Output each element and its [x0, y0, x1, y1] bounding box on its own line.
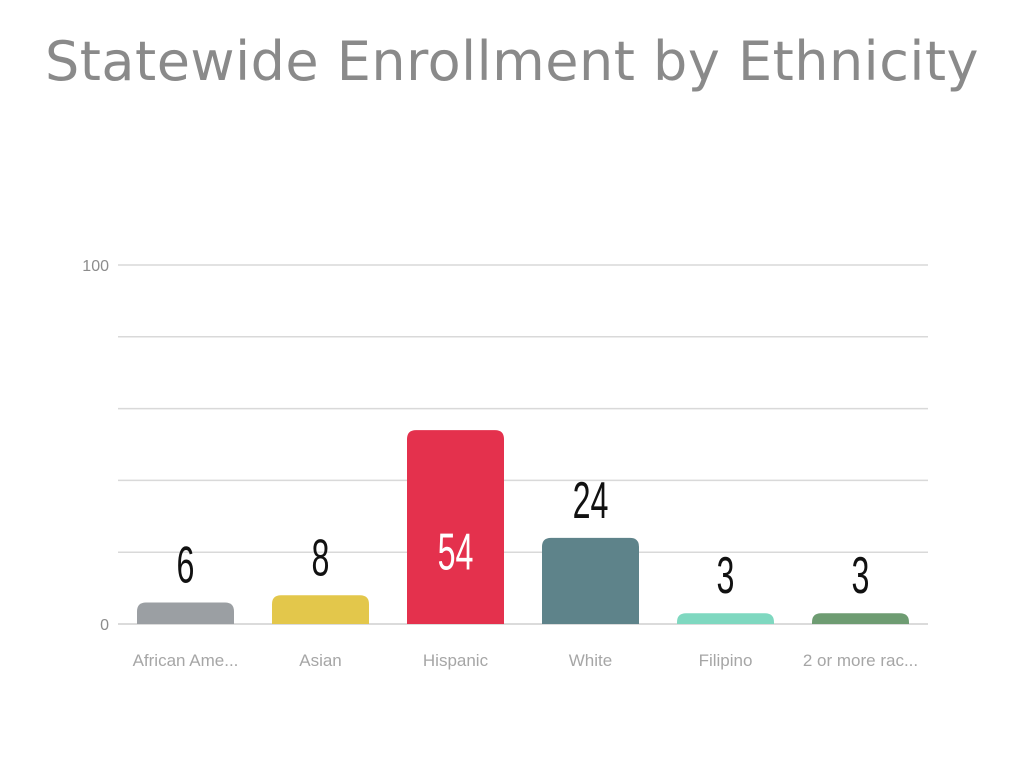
- bars: [137, 430, 909, 624]
- bar-asian: [272, 595, 369, 624]
- data-label: 24: [573, 472, 609, 530]
- y-axis-ticks: 0 100: [82, 258, 109, 634]
- bar-2-or-more-rac-: [812, 613, 909, 624]
- category-label: Filipino: [699, 651, 753, 670]
- category-labels: African Ame... Asian Hispanic White Filipino…: [133, 651, 919, 670]
- data-label: 8: [312, 530, 330, 588]
- y-tick-label: 100: [82, 258, 109, 275]
- category-label: Asian: [299, 651, 342, 670]
- bar-hispanic: [407, 430, 504, 624]
- data-labels: 6 8 54 24 3 3: [177, 472, 870, 605]
- bar-african-ame-: [137, 602, 234, 624]
- category-label: African Ame...: [133, 651, 239, 670]
- category-label: Hispanic: [423, 651, 489, 670]
- chart-title: Statewide Enrollment by Ethnicity: [44, 30, 980, 93]
- gridlines: [118, 264, 928, 625]
- bar-filipino: [677, 613, 774, 624]
- data-label: 3: [717, 548, 735, 606]
- category-label: White: [569, 651, 612, 670]
- y-tick-label: 0: [100, 617, 109, 634]
- data-label: 3: [852, 548, 870, 606]
- data-label: 6: [177, 537, 195, 595]
- bar-white: [542, 537, 639, 624]
- category-label: 2 or more rac...: [803, 651, 918, 670]
- data-label: 54: [438, 524, 474, 582]
